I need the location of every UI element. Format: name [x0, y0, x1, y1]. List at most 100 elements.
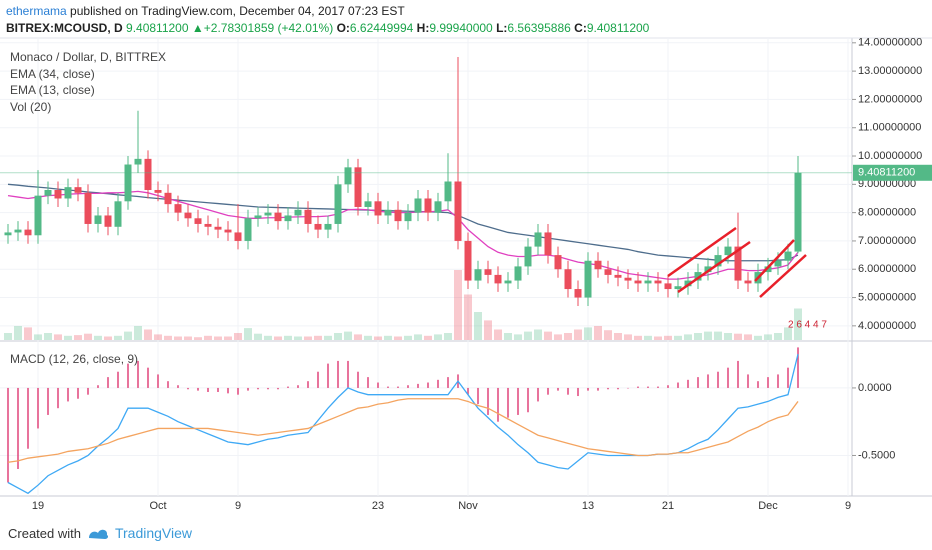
histogram-bar: [127, 363, 129, 388]
histogram-bar: [677, 382, 679, 388]
ohlc-value: 6.62449994: [349, 21, 414, 35]
histogram-bar: [527, 387, 529, 413]
histogram-bar: [607, 387, 609, 390]
histogram-bar: [407, 385, 409, 388]
footer: Created with TradingView: [8, 525, 192, 541]
histogram-bar: [307, 381, 309, 388]
candle-body: [494, 274, 502, 284]
candle-body: [274, 212, 282, 222]
brand[interactable]: TradingView: [114, 525, 193, 541]
volume-bar: [544, 331, 552, 340]
ohlc-value: 6.56395886: [507, 21, 571, 35]
volume-bar: [524, 331, 532, 340]
candle-body: [134, 158, 142, 165]
volume-bar: [104, 336, 112, 340]
x-tick-label: Nov: [458, 500, 478, 512]
x-tick-label: 9: [845, 500, 851, 512]
candle-body: [224, 229, 232, 233]
candle-body: [84, 192, 92, 224]
candle-body: [434, 201, 442, 213]
volume-bar: [434, 334, 442, 340]
histogram-bar: [167, 381, 169, 388]
histogram-bar: [507, 387, 509, 418]
volume-bar: [554, 334, 562, 340]
volume-bar: [594, 326, 602, 340]
candle-body: [144, 158, 152, 190]
histogram-bar: [747, 374, 749, 388]
histogram-bar: [717, 371, 719, 388]
author[interactable]: ethermama: [6, 4, 67, 18]
candle-body: [524, 246, 532, 267]
volume-bar: [624, 334, 632, 340]
candle-body: [314, 223, 322, 230]
volume-bar: [614, 333, 622, 340]
histogram-bar: [537, 387, 539, 402]
candle-body: [614, 274, 622, 278]
volume-bar: [24, 327, 32, 340]
y-tick-label: 0.0000: [858, 382, 892, 394]
histogram-bar: [37, 387, 39, 429]
histogram-bar: [737, 360, 739, 388]
candle-body: [254, 215, 262, 219]
histogram-bar: [647, 386, 649, 388]
volume-bar: [684, 334, 692, 340]
ohlc-key: H:: [416, 21, 430, 35]
volume-bar: [344, 331, 352, 340]
histogram-bar: [47, 387, 49, 415]
histogram-bar: [757, 381, 759, 388]
candle-body: [734, 246, 742, 281]
candle-body: [634, 280, 642, 284]
candle-body: [794, 172, 802, 252]
histogram-bar: [797, 347, 799, 388]
y-tick-label: 11.00000000: [858, 122, 921, 134]
candle-body: [714, 255, 722, 267]
indicator-line: [7, 190, 799, 280]
histogram-bar: [567, 387, 569, 395]
volume-bar: [694, 333, 702, 340]
histogram-bar: [97, 385, 99, 388]
volume-bar: [404, 335, 412, 340]
last-price-box: [853, 164, 932, 181]
candle-body: [464, 240, 472, 281]
y-tick-label: 7.00000000: [858, 235, 916, 247]
volume-bar: [194, 337, 202, 340]
histogram-bar: [77, 387, 79, 399]
histogram-bar: [577, 387, 579, 397]
volume-bar: [134, 326, 142, 340]
candle-body: [94, 215, 102, 224]
header-line: ethermama published on TradingView.com, …: [6, 3, 649, 20]
histogram-bar: [497, 387, 499, 422]
candle-body: [34, 195, 42, 236]
trend-line: [759, 254, 807, 298]
volume-bar: [164, 335, 172, 340]
histogram-bar: [637, 386, 639, 388]
logo-cloud: [88, 529, 109, 539]
candle-body: [264, 212, 272, 216]
published: published on TradingView.com, December 0…: [70, 4, 405, 18]
candle-body: [124, 164, 132, 202]
histogram-bar: [487, 387, 489, 415]
histogram-bar: [667, 385, 669, 388]
histogram-bar: [387, 386, 389, 388]
events-badge[interactable]: 2 6 4 4 7: [788, 320, 827, 331]
ohlc: O:6.62449994 H:9.99940000 L:6.56395886 C…: [337, 21, 650, 35]
volume-bar: [234, 333, 242, 340]
ohlc-value: 9.99940000: [429, 21, 493, 35]
histogram-bar: [277, 387, 279, 390]
histogram-bar: [117, 371, 119, 388]
trend-line: [677, 240, 751, 294]
volume-bar: [564, 333, 572, 340]
volume-bar: [744, 334, 752, 340]
candle-body: [324, 223, 332, 230]
histogram-bar: [67, 387, 69, 402]
candle-body: [554, 255, 562, 270]
volume-bar: [14, 326, 22, 340]
histogram-bar: [587, 387, 589, 391]
histogram-bar: [707, 374, 709, 388]
volume-bar: [574, 329, 582, 340]
candle-body: [774, 260, 782, 267]
histogram-bar: [437, 379, 439, 388]
volume-bar: [124, 331, 132, 340]
candle-body: [624, 277, 632, 281]
candle-body: [744, 280, 752, 284]
